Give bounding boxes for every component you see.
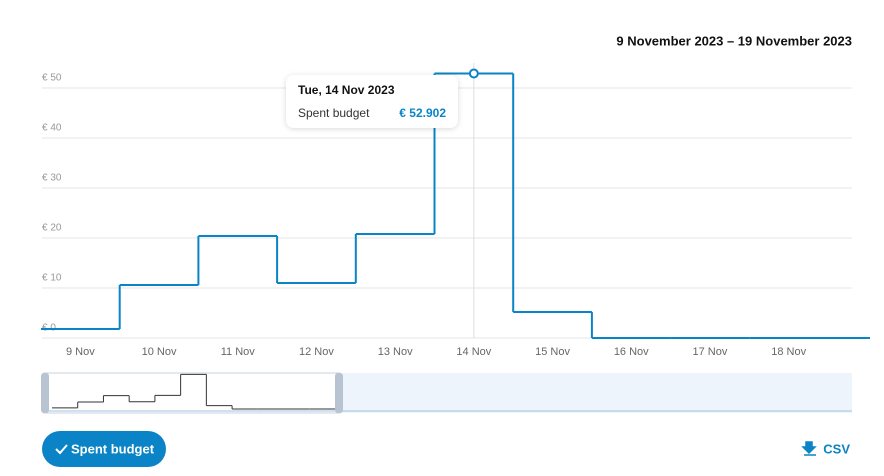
tooltip-title: Tue, 14 Nov 2023	[298, 83, 395, 97]
plot	[41, 68, 870, 339]
export-csv[interactable]: CSV	[801, 441, 850, 456]
tooltip: Tue, 14 Nov 2023 Spent budget € 52.902	[286, 75, 458, 128]
check-icon	[55, 444, 68, 455]
x-tick-label: 13 Nov	[378, 346, 413, 358]
navigator-series	[52, 373, 335, 410]
tooltip-value: € 52.902	[399, 106, 446, 120]
x-tick-label: 10 Nov	[142, 346, 177, 358]
tooltip-series: Spent budget	[298, 106, 370, 120]
tooltip-box	[286, 75, 458, 128]
x-tick-label: 15 Nov	[535, 346, 570, 358]
x-tick-label: 17 Nov	[693, 346, 728, 358]
x-tick-label: 16 Nov	[614, 346, 649, 358]
csv-label[interactable]: CSV	[823, 441, 850, 456]
x-tick-label: 14 Nov	[456, 346, 491, 358]
y-tick-label: € 50	[42, 73, 62, 84]
x-tick-label: 11 Nov	[221, 346, 256, 358]
navigator-window[interactable]	[43, 372, 341, 414]
date-range: 9 November 2023 – 19 November 2023	[616, 33, 852, 48]
download-icon	[801, 441, 817, 456]
y-tick-label: € 30	[42, 173, 62, 184]
y-tick-label: € 20	[42, 223, 62, 234]
navigator-handle[interactable]	[41, 373, 49, 413]
legend-label[interactable]: Spent budget	[71, 441, 155, 456]
x-tick-label: 18 Nov	[771, 346, 806, 358]
y-tick-label: € 40	[42, 123, 62, 134]
hover-point	[468, 68, 479, 79]
button-bg[interactable]	[42, 431, 166, 467]
y-tick-label: € 10	[42, 273, 62, 284]
legend-button[interactable]: Spent budget	[42, 431, 166, 467]
x-tick-label: 12 Nov	[299, 346, 334, 358]
navigator-handle[interactable]	[335, 373, 343, 413]
x-tick-label: 9 Nov	[66, 346, 95, 358]
